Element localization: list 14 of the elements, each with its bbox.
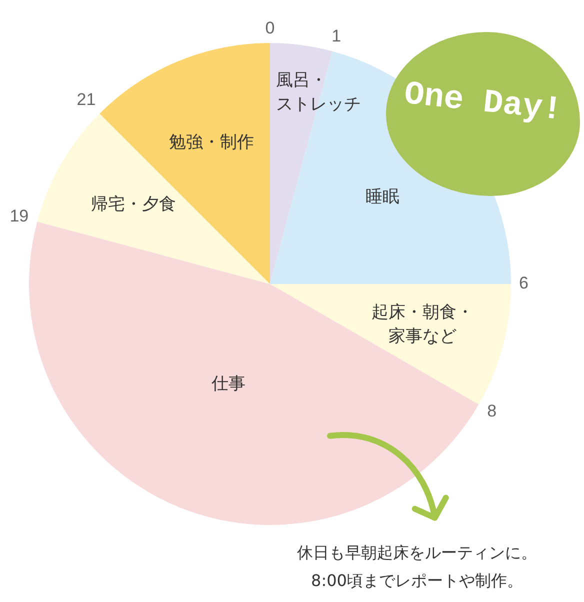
slice-label: 勉強・制作 [169, 132, 254, 153]
text: 0 [265, 18, 275, 38]
slice-label: 風呂・ストレッチ [276, 70, 361, 114]
slice-label: 帰宅・夕食 [90, 194, 176, 214]
text: 6 [518, 274, 528, 293]
text: 休日も早朝起床をルーティンに。 8:00頃までレポートや制作。 [297, 543, 538, 590]
text: 19 [10, 206, 29, 226]
text: 8 [487, 402, 497, 421]
text: 21 [76, 90, 96, 109]
text: 1 [332, 26, 342, 46]
text: One Day! [402, 75, 564, 129]
slice-label: 睡眠 [365, 187, 400, 208]
slice-label: 仕事 [210, 374, 246, 394]
slice-label: 起床・朝食・家事など [371, 302, 474, 346]
